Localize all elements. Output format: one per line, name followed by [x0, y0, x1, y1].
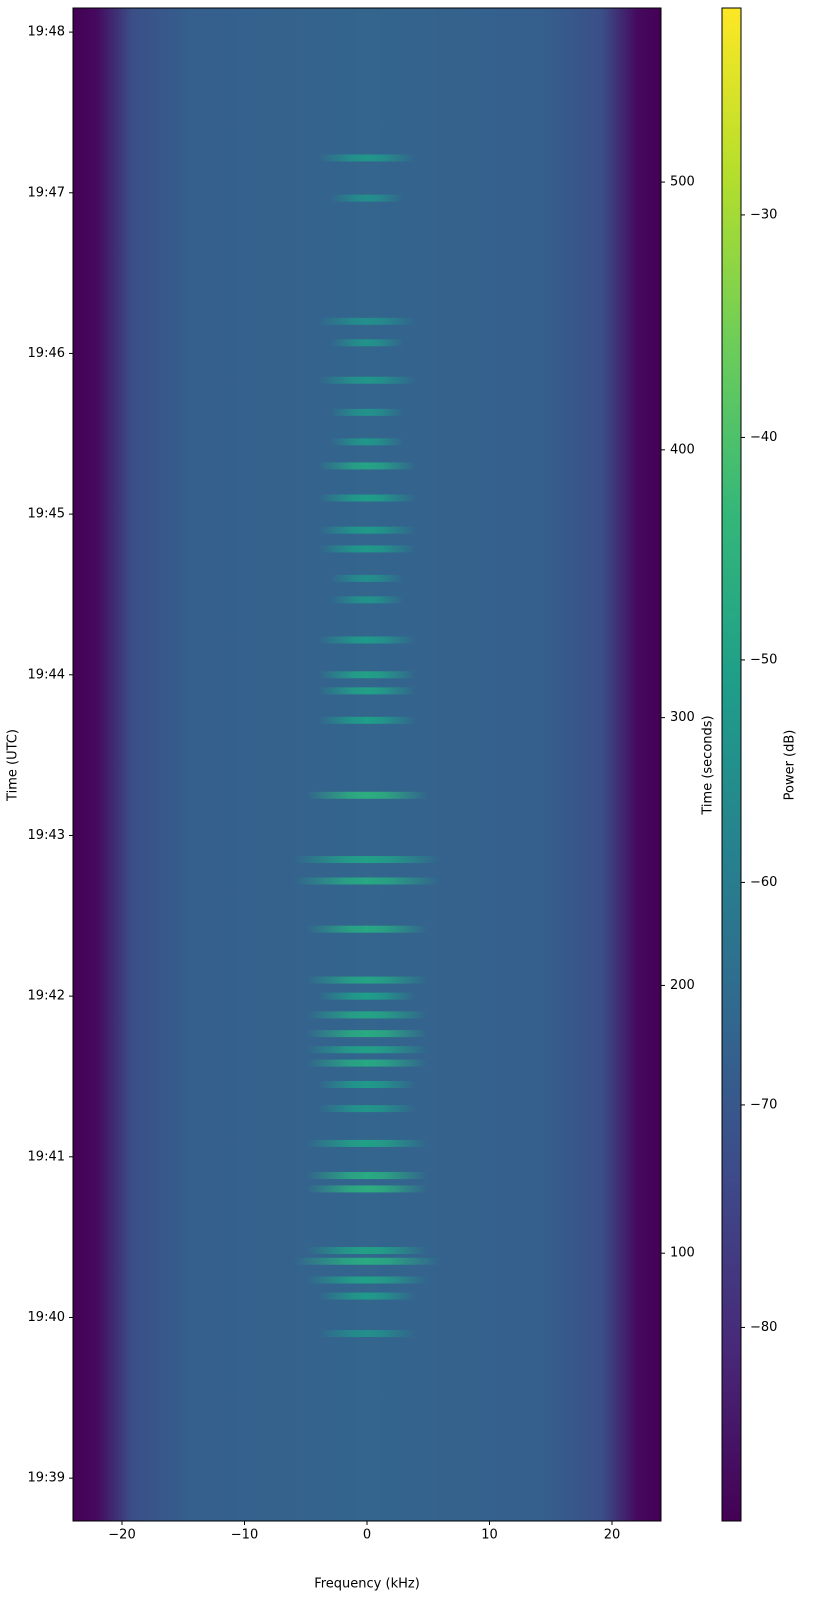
burst — [305, 1139, 429, 1147]
burst — [330, 194, 404, 202]
burst — [330, 339, 404, 347]
y-axis-label: Time (UTC) — [6, 729, 21, 802]
burst — [305, 1059, 429, 1067]
colorbar-tick-label: −50 — [750, 652, 777, 667]
y2-tick-label: 300 — [670, 710, 695, 725]
y2-tick-label: 200 — [670, 978, 695, 993]
burst — [318, 154, 416, 162]
burst — [330, 574, 404, 582]
y2-tick-label: 100 — [670, 1246, 695, 1261]
burst — [318, 494, 416, 502]
burst — [318, 671, 416, 679]
burst — [318, 462, 416, 470]
y-tick-label: 19:45 — [28, 507, 65, 522]
y-tick-label: 19:41 — [28, 1149, 65, 1164]
burst — [305, 791, 429, 799]
y-tick-label: 19:46 — [28, 346, 65, 361]
y-tick-label: 19:47 — [28, 185, 65, 200]
burst — [318, 716, 416, 724]
y-tick-label: 19:39 — [28, 1471, 65, 1486]
y2-tick-label: 400 — [670, 442, 695, 457]
burst — [330, 438, 404, 446]
y2-tick-label: 500 — [670, 175, 695, 190]
x-tick-label: 20 — [604, 1528, 621, 1543]
burst — [305, 1247, 429, 1255]
y-tick-label: 19:43 — [28, 828, 65, 843]
burst — [305, 1011, 429, 1019]
colorbar-tick-label: −80 — [750, 1320, 777, 1335]
burst — [318, 992, 416, 1000]
burst — [318, 317, 416, 325]
burst — [318, 636, 416, 644]
y-tick-label: 19:48 — [28, 25, 65, 40]
colorbar — [721, 7, 742, 1522]
x-tick-label: 10 — [481, 1528, 498, 1543]
y-tick-label: 19:44 — [28, 667, 65, 682]
burst — [318, 1330, 416, 1338]
y-tick-label: 19:40 — [28, 1310, 65, 1325]
colorbar-label: Power (dB) — [783, 730, 798, 801]
burst — [318, 376, 416, 384]
burst — [318, 1105, 416, 1113]
burst — [293, 856, 441, 864]
x-tick-label: 0 — [363, 1528, 371, 1543]
burst — [330, 408, 404, 416]
x-tick-label: −20 — [108, 1528, 135, 1543]
burst — [318, 687, 416, 695]
burst — [305, 1030, 429, 1038]
colorbar-tick-label: −30 — [750, 207, 777, 222]
colorbar-tick-label: −40 — [750, 430, 777, 445]
x-axis-label: Frequency (kHz) — [314, 1577, 420, 1592]
burst — [293, 1257, 441, 1265]
spectrogram-background — [73, 8, 661, 1521]
colorbar-tick-label: −60 — [750, 875, 777, 890]
burst — [305, 1185, 429, 1193]
burst — [318, 526, 416, 534]
x-tick-label: −10 — [231, 1528, 258, 1543]
burst — [305, 1172, 429, 1180]
burst — [318, 1292, 416, 1300]
y2-axis-label: Time (seconds) — [701, 715, 716, 815]
burst — [293, 877, 441, 885]
burst — [305, 925, 429, 933]
burst — [330, 596, 404, 604]
colorbar-tick-label: −70 — [750, 1097, 777, 1112]
burst — [305, 1276, 429, 1284]
burst — [318, 1081, 416, 1089]
y-tick-label: 19:42 — [28, 989, 65, 1004]
burst — [305, 1046, 429, 1054]
burst — [305, 976, 429, 984]
burst — [318, 545, 416, 553]
